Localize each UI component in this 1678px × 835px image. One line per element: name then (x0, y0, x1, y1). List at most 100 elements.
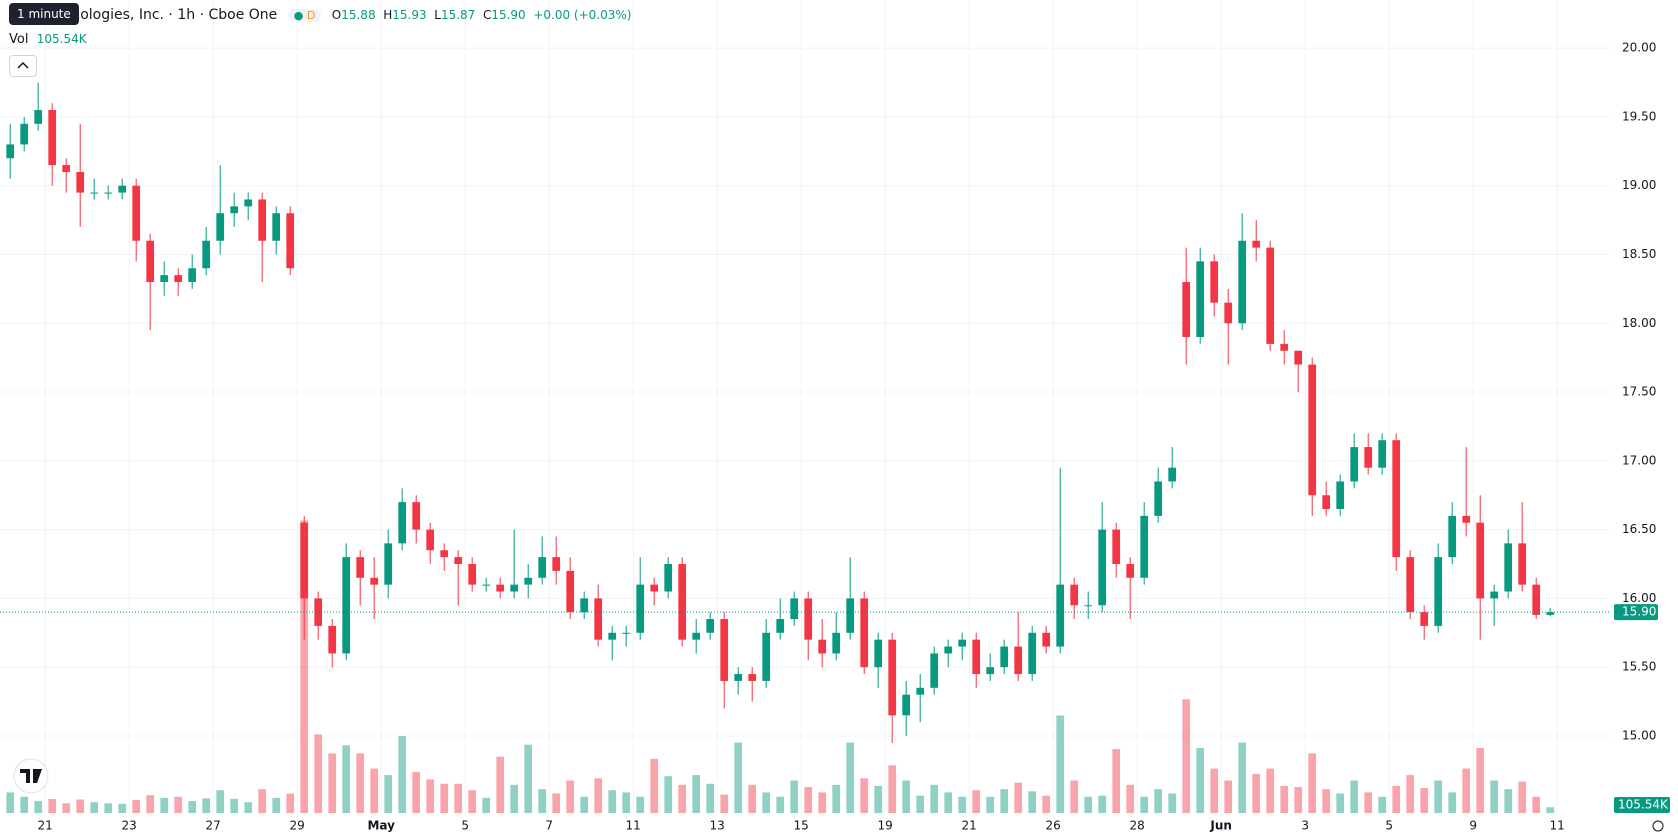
y-tick-label: 15.00 (1622, 728, 1656, 742)
y-tick-label: 19.50 (1622, 109, 1656, 123)
candle-body (1112, 529, 1121, 565)
candle-body (916, 687, 925, 695)
volume-bar (1238, 742, 1247, 813)
volume-bar (132, 800, 141, 813)
volume-bar (1504, 789, 1513, 813)
candle-body (622, 632, 631, 634)
volume-bar (538, 789, 547, 813)
candle-body (132, 185, 141, 241)
candle-body (188, 268, 197, 283)
candle-body (1434, 557, 1443, 626)
ohlc-label: L (434, 8, 441, 22)
candle-body (1476, 522, 1485, 599)
candle-body (1210, 261, 1219, 303)
volume-bar (1126, 784, 1135, 813)
volume-bar (1168, 793, 1177, 813)
volume-bar (580, 796, 589, 813)
volume-bar (384, 775, 393, 813)
volume-bar (622, 792, 631, 813)
volume-bar (734, 742, 743, 813)
volume-bar (412, 771, 421, 813)
x-tick-label: 19 (878, 819, 893, 833)
last-price-tag (1614, 604, 1658, 621)
candle-body (986, 667, 995, 675)
volume-bar (594, 778, 603, 813)
candle-body (202, 240, 211, 269)
collapse-icon (17, 61, 29, 69)
candle-body (1084, 605, 1093, 607)
volume-bar (1056, 715, 1065, 813)
x-tick-label: 5 (1385, 819, 1393, 833)
volume-bar (818, 792, 827, 813)
volume-bar (300, 520, 309, 813)
candle-body (1448, 515, 1457, 558)
volume-bar (1364, 792, 1373, 813)
x-tick-label: 11 (626, 819, 641, 833)
y-tick-label: 15.50 (1622, 660, 1656, 674)
volume-bar (846, 742, 855, 813)
volume-bar (1280, 785, 1289, 813)
candle-body (608, 632, 617, 640)
x-tick-label: 11 (1550, 819, 1565, 833)
volume-bar (1420, 788, 1429, 813)
volume-bar (48, 798, 57, 813)
volume-bar (1532, 796, 1541, 813)
volume-bar (202, 798, 211, 813)
volume-bar (482, 797, 491, 813)
candle-body (580, 598, 589, 613)
settings-icon[interactable] (1652, 820, 1664, 832)
ohlc-label: C (482, 8, 492, 22)
candle-body (1280, 343, 1289, 351)
volume-bar (986, 796, 995, 813)
logo-mark (20, 769, 42, 783)
candle-body (566, 570, 575, 613)
x-tick-label: 21 (38, 819, 53, 833)
session-badge[interactable]: ● D (287, 9, 322, 22)
volume-bar (776, 796, 785, 813)
candle-body (1336, 481, 1345, 509)
y-tick-label: 18.00 (1622, 316, 1656, 330)
candle-body (538, 557, 547, 578)
collapse-button[interactable] (9, 55, 37, 77)
candle-body (34, 110, 43, 124)
logo-circle (13, 758, 49, 794)
x-tick-label: 28 (1130, 819, 1145, 833)
candle-body (1462, 515, 1471, 523)
candle-body (804, 598, 813, 640)
volume-bar (216, 790, 225, 813)
candle-body (1392, 440, 1401, 558)
y-tick-label: 20.00 (1622, 41, 1656, 55)
volume-bar (76, 799, 85, 813)
candle-body (552, 557, 561, 571)
logo[interactable] (13, 758, 49, 794)
volume-bar (874, 785, 883, 813)
volume-legend: Vol 105.54K (9, 32, 87, 47)
x-tick-label: 26 (1046, 819, 1061, 833)
candle-body (706, 619, 715, 633)
candle-body (62, 165, 71, 172)
volume-bar (90, 802, 99, 813)
candle-body (832, 632, 841, 654)
volume-bar (34, 801, 43, 813)
volume-bar (1378, 796, 1387, 813)
volume-bar (972, 790, 981, 813)
volume-bar (342, 745, 351, 813)
candle-body (650, 584, 659, 592)
volume-bar (1140, 796, 1149, 813)
candle-body (272, 213, 281, 241)
candle-body (1490, 591, 1499, 599)
x-tick-label: 21 (962, 819, 977, 833)
volume-bar (1224, 780, 1233, 813)
candle-body (230, 206, 239, 214)
candle-body (748, 674, 757, 681)
x-tick-label: 13 (710, 819, 725, 833)
candle-body (510, 584, 519, 592)
volume-bar (1154, 789, 1163, 813)
x-tick-label: 27 (206, 819, 221, 833)
candle-body (356, 557, 365, 578)
candle-body (1294, 350, 1303, 365)
volume-bar (1476, 748, 1485, 813)
volume-bar (1434, 780, 1443, 813)
candle-body (398, 502, 407, 544)
